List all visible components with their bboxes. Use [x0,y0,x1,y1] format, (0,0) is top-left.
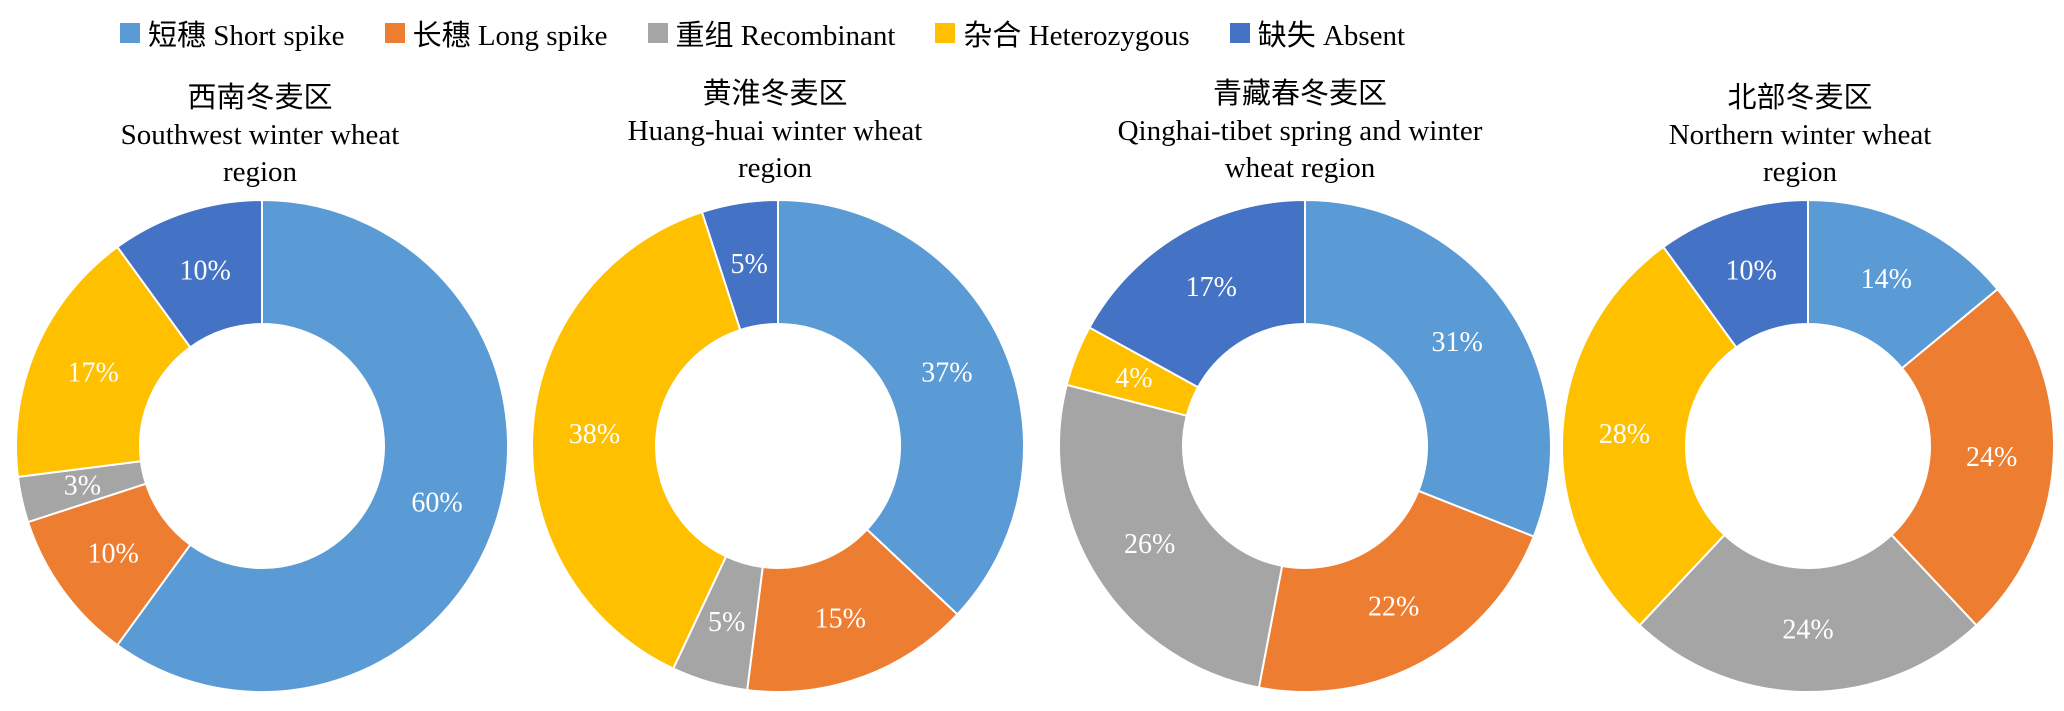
chart-title-line: 黄淮冬麦区 [702,78,848,110]
legend-label: 长穗 Long spike [412,20,608,52]
donut-slice [116,198,509,693]
slice-label: 31% [1432,327,1483,358]
donut-slice [1561,245,1738,627]
slice-label: 10% [1725,256,1776,287]
slice-label: 17% [1186,272,1237,303]
slice-label: 5% [731,249,768,280]
chart-title-line: region [222,156,298,188]
chart-title-line: Huang-huai winter wheat [627,115,923,147]
slice-label: 17% [67,357,118,388]
slice-label: 14% [1861,264,1912,295]
slice-label: 24% [1782,615,1833,646]
donut-slice [531,210,742,670]
slice-label: 24% [1966,442,2017,473]
legend-label: 短穗 Short spike [148,20,345,52]
slice-label: 4% [1115,363,1152,394]
slice-label: 10% [179,256,230,287]
donut-slice [15,245,192,478]
legend-label: 缺失 Absent [1257,20,1406,52]
chart-title-qinghai-tibet: 青藏春冬麦区 Qinghai-tibet spring and winter w… [1075,76,1525,187]
donut-slice [1890,287,2055,627]
legend-item: 长穗 Long spike [384,12,608,54]
legend-swatch [384,23,405,43]
chart-title-line: Northern winter wheat [1668,119,1932,151]
slice-label: 10% [87,539,138,570]
slice-label: 26% [1124,529,1175,560]
donut-slice [1807,198,1999,370]
slice-label: 22% [1368,592,1419,623]
donut-slice [1662,198,1809,349]
donut-slice [116,198,263,349]
legend-swatch [935,23,956,43]
chart-title-line: 西南冬麦区 [187,82,333,114]
donut-slice [746,528,959,693]
legend: 短穗 Short spike 长穗 Long spike 重组 Recombinan… [120,8,1445,58]
legend-label: 杂合 Heterozygous [963,20,1190,52]
chart-title-northern: 北部冬麦区 Northern winter wheat region [1595,80,2005,191]
chart-title-line: 北部冬麦区 [1727,82,1873,114]
donut-slice [1058,383,1284,689]
chart-title-line: Qinghai-tibet spring and winter [1117,115,1483,147]
legend-item: 短穗 Short spike [120,12,345,54]
slice-label: 3% [64,471,101,502]
donut-slice [1088,198,1306,389]
donut-slice [1304,198,1552,538]
slice-label: 38% [569,419,620,450]
chart-title-line: region [737,152,813,184]
legend-label: 重组 Recombinant [675,20,896,52]
legend-item: 重组 Recombinant [647,12,896,54]
chart-title-southwest: 西南冬麦区 Southwest winter wheat region [55,80,465,191]
chart-title-huang-huai: 黄淮冬麦区 Huang-huai winter wheat region [570,76,980,187]
slice-label: 5% [708,607,745,638]
legend-swatch [1229,23,1250,43]
slice-label: 37% [921,357,972,388]
donut-slice [700,198,779,332]
donut-slice [1638,533,1978,693]
slice-label: 28% [1599,419,1650,450]
chart-title-line: wheat region [1224,152,1376,184]
donut-slice [777,198,1025,616]
legend-item: 杂合 Heterozygous [935,12,1190,54]
legend-swatch [120,23,140,43]
chart-title-line: region [1762,156,1838,188]
slice-label: 15% [815,604,866,635]
legend-swatch [647,23,668,43]
chart-title-line: 青藏春冬麦区 [1212,78,1387,110]
chart-title-line: Southwest winter wheat [120,119,400,151]
donut-slice [1257,489,1536,693]
legend-item: 缺失 Absent [1229,12,1406,54]
slice-label: 60% [411,487,462,518]
